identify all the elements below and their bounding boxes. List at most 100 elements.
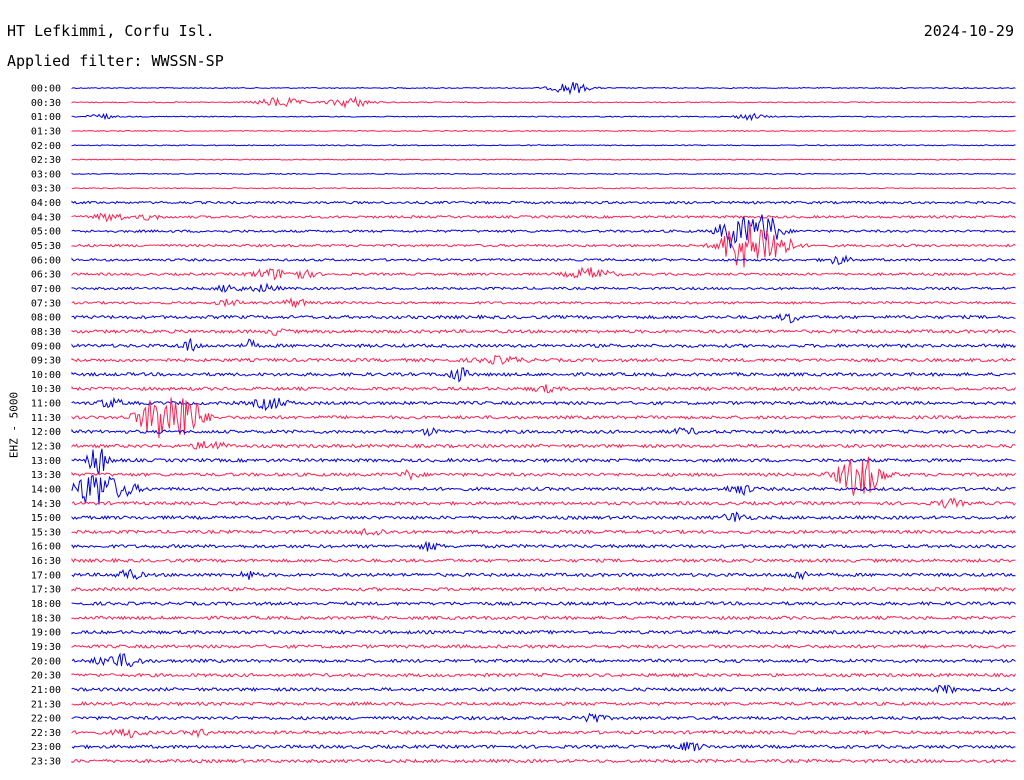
- trace-line: [71, 586, 1016, 592]
- trace-line: [71, 701, 1016, 707]
- time-tick-label: 09:30: [31, 356, 61, 367]
- time-tick-label: 20:30: [31, 671, 61, 682]
- time-tick-label: 15:00: [31, 513, 61, 524]
- trace-line: [71, 528, 1016, 536]
- trace-line: [71, 474, 1016, 505]
- time-tick-label: 19:30: [31, 642, 61, 653]
- trace-line: [71, 426, 1016, 437]
- time-tick-label: 00:00: [31, 84, 61, 95]
- trace-line: [71, 568, 1016, 581]
- time-tick-label: 11:30: [31, 413, 61, 424]
- time-tick-label: 23:30: [31, 757, 61, 768]
- trace-line: [71, 396, 1016, 412]
- trace-line: [71, 540, 1016, 552]
- time-tick-label: 18:30: [31, 613, 61, 624]
- date-label: 2024-10-29: [923, 22, 1014, 40]
- trace-line: [71, 200, 1016, 205]
- time-tick-label: 02:30: [31, 155, 61, 166]
- trace-line: [71, 600, 1016, 607]
- trace-line: [71, 643, 1016, 650]
- trace-line: [71, 440, 1016, 450]
- time-tick-label: 13:30: [31, 470, 61, 481]
- time-tick-label: 04:00: [31, 198, 61, 209]
- trace-line: [71, 112, 1016, 122]
- trace-line: [71, 214, 1016, 249]
- trace-line: [71, 222, 1016, 268]
- time-tick-label: 05:30: [31, 241, 61, 252]
- trace-line: [71, 144, 1016, 147]
- trace-line: [71, 367, 1016, 383]
- time-tick-label: 06:30: [31, 270, 61, 281]
- time-tick-label: 08:30: [31, 327, 61, 338]
- trace-line: [71, 397, 1016, 439]
- trace-line: [71, 266, 1016, 281]
- time-tick-label: 17:30: [31, 585, 61, 596]
- time-tick-label: 18:00: [31, 599, 61, 610]
- time-tick-label: 07:00: [31, 284, 61, 295]
- trace-line: [71, 456, 1016, 496]
- trace-line: [71, 158, 1016, 161]
- trace-line: [71, 254, 1016, 265]
- time-tick-label: 20:00: [31, 656, 61, 667]
- time-tick-label: 00:30: [31, 98, 61, 109]
- time-tick-label: 09:00: [31, 341, 61, 352]
- time-tick-label: 13:00: [31, 456, 61, 467]
- time-tick-label: 16:00: [31, 542, 61, 553]
- trace-line: [71, 448, 1016, 476]
- time-tick-label: 08:00: [31, 313, 61, 324]
- time-tick-label: 22:00: [31, 714, 61, 725]
- time-tick-label: 06:00: [31, 255, 61, 266]
- trace-line: [71, 129, 1016, 133]
- station-title: HT Lefkimmi, Corfu Isl.: [7, 22, 215, 40]
- trace-line: [71, 172, 1016, 175]
- time-tick-label: 10:00: [31, 370, 61, 381]
- trace-line: [71, 282, 1016, 293]
- time-tick-label: 14:30: [31, 499, 61, 510]
- trace-line: [71, 629, 1016, 635]
- trace-line: [71, 187, 1016, 190]
- time-tick-label: 17:00: [31, 570, 61, 581]
- time-tick-label: 04:30: [31, 212, 61, 223]
- trace-line: [71, 615, 1016, 621]
- trace-line: [71, 296, 1016, 308]
- time-tick-label: 12:00: [31, 427, 61, 438]
- trace-line: [71, 511, 1016, 522]
- trace-line: [71, 328, 1016, 337]
- time-tick-label: 14:00: [31, 484, 61, 495]
- filter-label: Applied filter: WWSSN-SP: [7, 52, 224, 70]
- time-tick-label: 03:00: [31, 169, 61, 180]
- trace-line: [71, 81, 1016, 96]
- trace-line: [71, 338, 1016, 352]
- time-tick-label: 02:00: [31, 141, 61, 152]
- time-tick-label: 10:30: [31, 384, 61, 395]
- trace-line: [71, 212, 1016, 223]
- trace-line: [71, 712, 1016, 723]
- trace-line: [71, 95, 1016, 109]
- trace-line: [71, 741, 1016, 752]
- time-tick-label: 11:00: [31, 399, 61, 410]
- trace-line: [71, 652, 1016, 668]
- trace-line: [71, 354, 1016, 365]
- time-tick-label: 16:30: [31, 556, 61, 567]
- trace-line: [71, 384, 1016, 394]
- trace-line: [71, 758, 1016, 764]
- trace-line: [71, 557, 1016, 564]
- trace-line: [71, 684, 1016, 695]
- trace-line: [71, 728, 1016, 739]
- time-tick-label: 03:30: [31, 184, 61, 195]
- time-tick-label: 21:00: [31, 685, 61, 696]
- trace-line: [71, 672, 1016, 678]
- time-tick-label: 21:30: [31, 699, 61, 710]
- time-tick-label: 12:30: [31, 442, 61, 453]
- trace-line: [71, 312, 1016, 324]
- time-tick-label: 22:30: [31, 728, 61, 739]
- time-tick-label: 23:00: [31, 742, 61, 753]
- time-tick-label: 05:00: [31, 227, 61, 238]
- time-tick-label: 19:00: [31, 628, 61, 639]
- trace-line: [71, 497, 1016, 509]
- time-tick-label: 01:00: [31, 112, 61, 123]
- time-tick-label: 01:30: [31, 126, 61, 137]
- time-tick-label: 07:30: [31, 298, 61, 309]
- time-tick-label: 15:30: [31, 527, 61, 538]
